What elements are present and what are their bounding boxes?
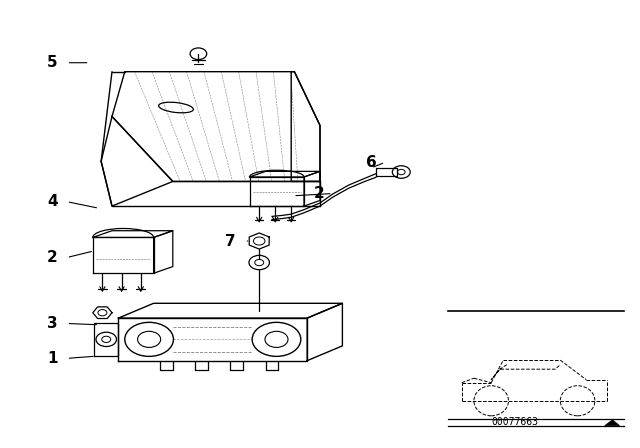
- Text: 00077663: 00077663: [492, 418, 539, 427]
- Text: 1: 1: [47, 351, 58, 366]
- Text: 2: 2: [47, 250, 58, 265]
- Text: 5: 5: [47, 55, 58, 70]
- Text: 2: 2: [314, 186, 324, 201]
- Text: 6: 6: [366, 155, 376, 170]
- Circle shape: [190, 48, 207, 60]
- Polygon shape: [605, 420, 620, 426]
- Text: 3: 3: [47, 316, 58, 331]
- Text: 4: 4: [47, 194, 58, 209]
- Text: 7: 7: [225, 233, 236, 249]
